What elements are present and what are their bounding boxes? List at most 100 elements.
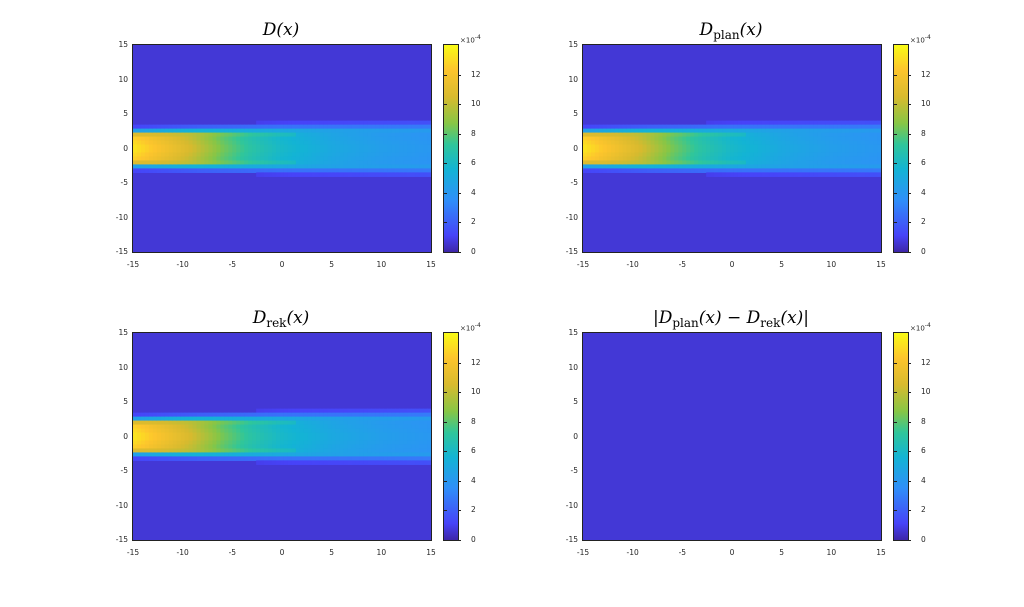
heatmap-cell — [236, 420, 241, 426]
x-tick-label: -10 — [626, 260, 639, 269]
heatmap-cell — [156, 420, 162, 426]
heatmap-cell — [264, 460, 269, 465]
heatmap-cell — [244, 140, 249, 146]
heatmap-cell — [148, 452, 154, 457]
heatmap-cell — [427, 420, 431, 426]
heatmap-cell — [307, 448, 313, 454]
heatmap-cell — [287, 160, 293, 166]
heatmap-cell — [753, 156, 759, 162]
heatmap-cell — [152, 456, 158, 461]
heatmap-cell — [825, 136, 830, 142]
heatmap-cell — [140, 436, 146, 442]
heatmap-cell — [295, 412, 301, 418]
heatmap-cell — [184, 456, 190, 461]
heatmap-cell — [371, 152, 376, 158]
heatmap-cell — [733, 132, 739, 138]
heatmap-cell — [264, 168, 269, 173]
heatmap-cell — [133, 140, 138, 146]
heatmap-cell — [256, 444, 261, 450]
heatmap-cell — [614, 168, 620, 173]
heatmap-cell — [861, 136, 866, 142]
heatmap-cell — [208, 164, 214, 169]
heatmap-cell — [133, 128, 138, 134]
heatmap-cell — [136, 452, 142, 457]
heatmap-cell — [228, 448, 233, 454]
heatmap-cell — [236, 160, 241, 166]
heatmap-cell — [295, 448, 301, 454]
heatmap-cell — [355, 120, 361, 126]
heatmap-cell — [283, 172, 289, 177]
heatmap-cell — [610, 156, 616, 162]
heatmap-cell — [299, 164, 305, 169]
heatmap-cell — [658, 168, 664, 173]
heatmap-cell — [303, 412, 309, 418]
heatmap-cell — [200, 156, 206, 162]
heatmap-cell — [184, 152, 190, 158]
heatmap-cell — [140, 424, 146, 430]
heatmap-cell — [602, 156, 608, 162]
heatmap-cell — [156, 144, 162, 150]
heatmap-cell — [785, 152, 791, 158]
y-tick-label: 0 — [123, 431, 128, 441]
heatmap-cell — [638, 164, 644, 169]
heatmap-cell — [283, 460, 289, 465]
heatmap-cell — [248, 420, 253, 426]
heatmap-cell — [809, 128, 815, 134]
heatmap-cell — [272, 144, 277, 150]
heatmap-cell — [144, 432, 150, 438]
heatmap-cell — [351, 424, 357, 430]
heatmap-cell — [343, 128, 349, 134]
heatmap-cell — [208, 140, 214, 146]
heatmap-cell — [375, 432, 380, 438]
heatmap-cell — [873, 136, 878, 142]
heatmap-cell — [216, 456, 222, 461]
heatmap-cell — [347, 128, 353, 134]
heatmap-cell — [347, 120, 353, 126]
heatmap-cell — [272, 432, 277, 438]
heatmap-cell — [371, 408, 376, 414]
heatmap-cell — [236, 444, 241, 450]
heatmap-cell — [303, 416, 309, 422]
heatmap-cell — [252, 124, 257, 130]
heatmap-cell — [602, 128, 608, 134]
heatmap-cell — [200, 420, 206, 426]
heatmap-cell — [749, 160, 755, 166]
heatmap-cell — [710, 172, 715, 177]
heatmap-plot — [132, 44, 432, 253]
heatmap-cell — [702, 148, 707, 154]
heatmap-cell — [395, 128, 400, 134]
heatmap-cell — [252, 140, 257, 146]
heatmap-cell — [311, 156, 317, 162]
colorbar-tick-label: 2 — [921, 505, 926, 515]
heatmap-cell — [757, 132, 763, 138]
heatmap-cell — [678, 136, 683, 142]
heatmap-cell — [152, 132, 158, 138]
x-tick-label: 5 — [779, 260, 785, 269]
heatmap-cell — [148, 444, 154, 450]
heatmap-cell — [287, 168, 293, 173]
heatmap-cell — [216, 444, 222, 450]
heatmap-cell — [172, 140, 178, 146]
heatmap-cell — [144, 448, 150, 454]
heatmap-cell — [176, 164, 182, 169]
heatmap-cell — [686, 152, 691, 158]
heatmap-cell — [797, 132, 803, 138]
heatmap-cell — [172, 452, 178, 457]
heatmap-cell — [244, 128, 249, 134]
heatmap-cell — [315, 408, 321, 414]
heatmap-cell — [208, 128, 214, 134]
heatmap-cell — [395, 168, 400, 173]
heatmap-cell — [379, 452, 384, 457]
heatmap-cell — [184, 424, 190, 430]
heatmap-cell — [371, 420, 376, 426]
heatmap-cell — [733, 120, 739, 126]
heatmap-cell — [311, 460, 317, 465]
heatmap-cell — [861, 132, 866, 138]
heatmap-cell — [583, 144, 588, 150]
heatmap-cell — [331, 172, 337, 177]
heatmap-cell — [216, 168, 222, 173]
heatmap-cell — [224, 128, 229, 134]
heatmap-cell — [427, 132, 431, 138]
heatmap-cell — [295, 460, 301, 465]
heatmap-cell — [769, 156, 775, 162]
